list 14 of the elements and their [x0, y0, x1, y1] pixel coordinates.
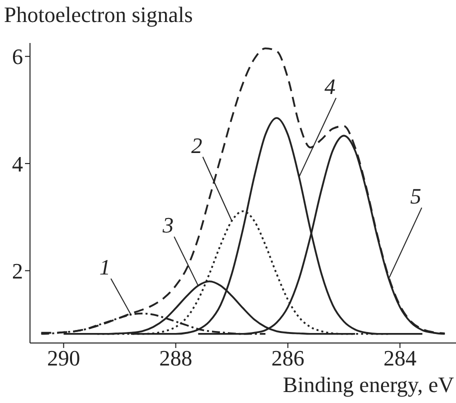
x-tick-label: 284 [383, 346, 416, 371]
series-label: 1 [99, 254, 110, 280]
y-tick-label: 2 [12, 258, 23, 284]
x-tick-label: 288 [159, 346, 192, 371]
x-tick-label: 286 [271, 346, 304, 371]
series-label: 5 [410, 184, 422, 209]
y-tick-label: 4 [12, 151, 23, 176]
y-axis-title: Photoelectron signals [4, 2, 193, 28]
text: 3 [162, 212, 174, 238]
y-tick-label: 6 [12, 44, 23, 70]
text: 2 [191, 132, 202, 158]
x-tick-label: 290 [47, 346, 80, 371]
x-axis-title: Binding energy, eV [282, 372, 454, 398]
text: 4 [324, 74, 336, 99]
